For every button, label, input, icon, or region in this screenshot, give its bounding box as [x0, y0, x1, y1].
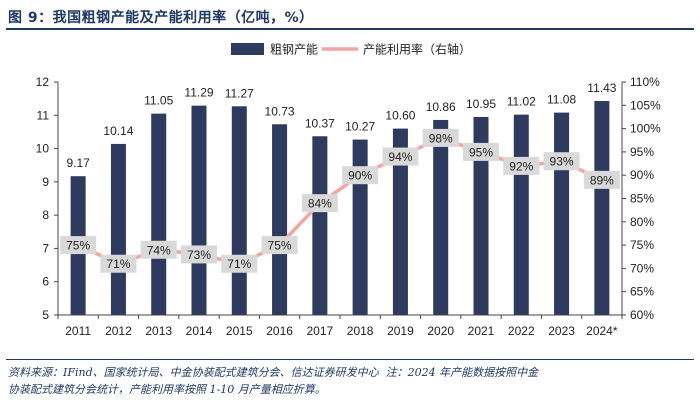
- line-label-box: [140, 240, 177, 259]
- y-right-tick-label: 95%: [630, 145, 654, 159]
- y-left-tick-label: 8: [42, 208, 49, 222]
- bar-2012: [110, 143, 126, 315]
- line-point-label: 71%: [227, 257, 251, 271]
- x-tick-label: 2019: [387, 324, 414, 338]
- line-point-label: 74%: [147, 243, 171, 257]
- bar-value-label: 10.73: [265, 104, 295, 118]
- line-point-label: 75%: [268, 239, 292, 253]
- line-point-label: 75%: [66, 239, 90, 253]
- y-right-tick-label: 100%: [630, 122, 661, 136]
- bar-value-label: 10.37: [305, 116, 335, 130]
- line-label-box: [342, 166, 379, 185]
- bar-value-label: 9.17: [66, 156, 90, 170]
- y-right-tick-label: 85%: [630, 192, 654, 206]
- y-left-tick-label: 11: [37, 108, 50, 122]
- bar-value-label: 10.60: [385, 109, 415, 123]
- x-tick-label: 2018: [347, 324, 374, 338]
- bar-2013: [151, 113, 167, 315]
- bar-2018: [352, 139, 368, 315]
- bar-2017: [312, 136, 328, 315]
- y-right-tick-label: 80%: [630, 215, 654, 229]
- y-left-tick-label: 9: [42, 175, 49, 189]
- line-point-label: 95%: [469, 145, 493, 159]
- line-point-label: 73%: [187, 248, 211, 262]
- x-tick-label: 2013: [145, 324, 172, 338]
- line-label-box: [583, 170, 620, 189]
- note-text-line2: 协装配式建筑分会统计，产能利用率按照 1-10 月产量相应折算。: [8, 383, 326, 396]
- bar-value-label: 11.27: [225, 86, 254, 100]
- bar-value-label: 11.08: [547, 93, 576, 107]
- y-left-tick-label: 7: [42, 241, 49, 255]
- source-text: 资料来源：IFind、国家统计局、中金协装配式建筑分会、信达证券研发中心: [8, 366, 379, 379]
- line-label-box: [422, 128, 459, 147]
- line-label-box: [463, 142, 499, 161]
- y-right-tick-label: 65%: [630, 285, 654, 299]
- x-tick-label: 2020: [427, 324, 454, 338]
- bar-2014: [191, 105, 207, 315]
- y-left-tick-label: 12: [36, 75, 50, 89]
- bar-2016: [272, 124, 288, 315]
- x-tick-label: 2021: [468, 324, 495, 338]
- x-tick-label: 2016: [266, 324, 293, 338]
- bar-2021: [473, 116, 489, 315]
- legend-swatch-bar: [231, 43, 264, 55]
- legend-label-bar: 粗钢产能: [270, 43, 318, 57]
- line-label-box: [503, 156, 540, 175]
- line-point-label: 94%: [388, 150, 412, 164]
- y-left-tick-label: 5: [42, 308, 49, 322]
- x-tick-label: 2023: [548, 324, 575, 338]
- line-point-label: 92%: [509, 159, 533, 173]
- title-bar: 图 9：我国粗钢产能及产能利用率（亿吨，%）: [6, 6, 694, 30]
- x-tick-label: 2014: [186, 324, 213, 338]
- bar-2023: [554, 112, 570, 315]
- bar-value-label: 10.27: [345, 120, 375, 134]
- x-tick-label: 2015: [226, 324, 253, 338]
- footer-divider: [6, 359, 694, 360]
- line-point-label: 89%: [590, 173, 614, 187]
- bar-2019: [392, 128, 408, 315]
- line-label-box: [60, 236, 97, 255]
- bar-value-label: 10.14: [103, 124, 133, 138]
- line-point-label: 71%: [106, 257, 130, 271]
- bar-2020: [433, 119, 449, 316]
- note-text: 注：2024 年产能数据按照中金: [385, 366, 539, 379]
- y-left-tick-label: 10: [36, 142, 50, 156]
- bar-2015: [231, 106, 247, 315]
- x-tick-label: 2011: [65, 324, 91, 338]
- bar-value-label: 11.29: [184, 86, 213, 100]
- x-tick-label: 2024*: [586, 324, 618, 338]
- bar-2024*: [594, 100, 610, 315]
- y-right-tick-label: 70%: [630, 261, 654, 275]
- line-label-box: [100, 254, 137, 273]
- bar-2022: [513, 114, 529, 316]
- line-label-box: [261, 236, 298, 255]
- source-note: 资料来源：IFind、国家统计局、中金协装配式建筑分会、信达证券研发中心 注：2…: [8, 364, 688, 398]
- y-right-tick-label: 105%: [630, 98, 661, 112]
- line-label-box: [221, 254, 258, 273]
- line-label-box: [382, 147, 419, 166]
- y-right-tick-label: 60%: [630, 308, 654, 322]
- x-tick-label: 2017: [307, 324, 334, 338]
- x-tick-label: 2012: [105, 324, 132, 338]
- line-point-label: 90%: [348, 169, 372, 183]
- bar-value-label: 11.02: [507, 95, 536, 109]
- y-right-tick-label: 75%: [630, 238, 654, 252]
- line-point-label: 98%: [429, 131, 453, 145]
- x-tick-label: 2022: [508, 324, 535, 338]
- bar-value-label: 10.95: [466, 97, 496, 111]
- line-point-label: 93%: [550, 155, 574, 169]
- bar-value-label: 11.05: [144, 94, 173, 108]
- y-left-tick-label: 6: [42, 275, 49, 289]
- line-label-box: [301, 194, 338, 213]
- line-label-box: [543, 152, 580, 171]
- line-point-label: 84%: [308, 197, 332, 211]
- chart-title: 图 9：我国粗钢产能及产能利用率（亿吨，%）: [8, 10, 314, 26]
- bar-value-label: 10.86: [426, 100, 456, 114]
- y-right-tick-label: 110%: [630, 75, 660, 89]
- bar-value-label: 11.43: [587, 81, 616, 95]
- y-right-tick-label: 90%: [630, 168, 654, 182]
- legend-label-line: 产能利用率（右轴）: [363, 42, 471, 57]
- line-label-box: [181, 245, 217, 264]
